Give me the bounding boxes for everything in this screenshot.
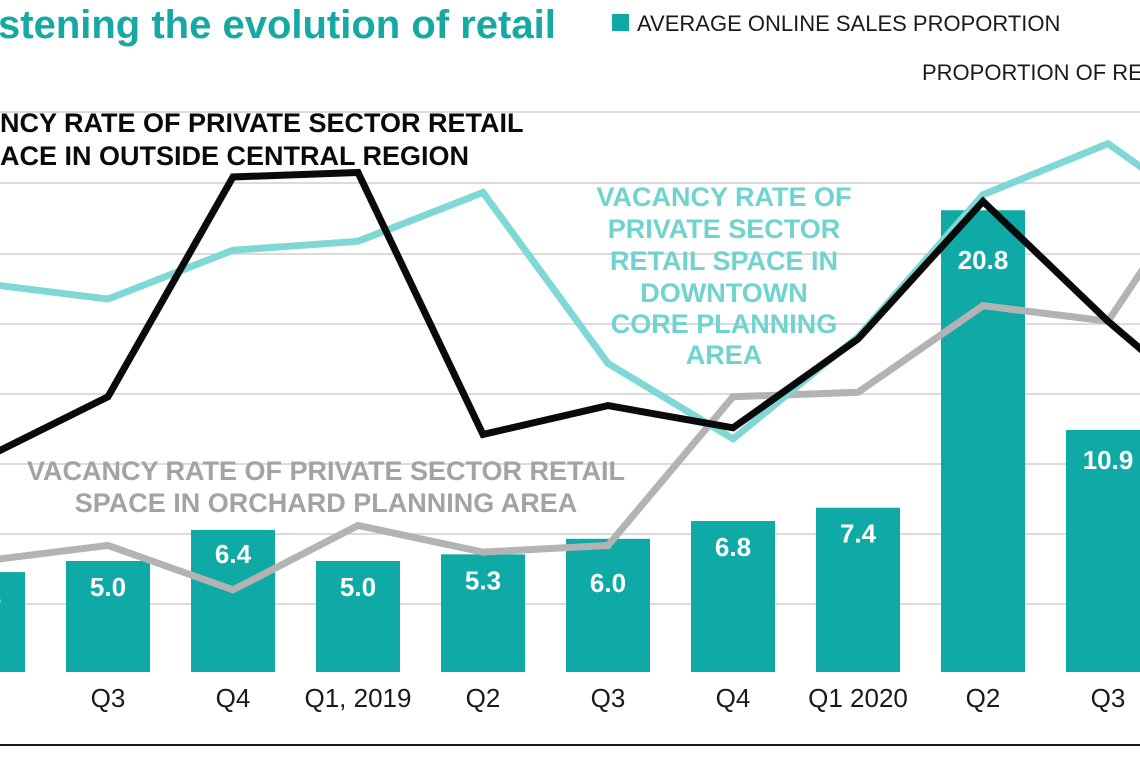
- line-downtown-core: [0, 139, 1140, 444]
- x-tick-label: Q4: [216, 683, 251, 713]
- annotation-orchard-line2: SPACE IN ORCHARD PLANNING AREA: [75, 488, 578, 518]
- x-tick-label: Q1 2020: [808, 683, 908, 713]
- annotation-outside-central-line1: NCY RATE OF PRIVATE SECTOR RETAIL: [0, 108, 524, 138]
- bar-value-label: 6.0: [590, 568, 626, 598]
- annotation-downtown-line6: AREA: [686, 340, 763, 370]
- lines: [0, 139, 1140, 594]
- line-outside-central: [0, 168, 1140, 455]
- annotation-downtown-line5: CORE PLANNING: [611, 309, 838, 339]
- x-tick-label: Q3: [591, 683, 626, 713]
- bar-value-label: 6.8: [715, 532, 751, 562]
- x-tick-label: Q3: [1091, 683, 1126, 713]
- annotation-downtown-line1: VACANCY RATE OF: [596, 182, 851, 212]
- bar-value-label: 10.9: [1083, 445, 1134, 475]
- bar: [1066, 430, 1140, 672]
- x-tick-label: Q3: [91, 683, 126, 713]
- x-tick-label: Q1, 2019: [305, 683, 412, 713]
- bar: [191, 529, 275, 672]
- bar: [691, 521, 775, 672]
- bar: [941, 210, 1025, 673]
- bar-value-label: 5.0: [340, 572, 376, 602]
- bars: 4.5 5.0 6.4 5.0 5.3 6.0 6.8 7.4 20.8 10.9: [0, 210, 1140, 673]
- bar-value-label: 6.4: [215, 539, 252, 569]
- legend-swatch-online-sales: [612, 14, 629, 31]
- x-tick-label: Q4: [716, 683, 751, 713]
- line-orchard: [0, 267, 1140, 594]
- bar: [66, 561, 150, 672]
- bar: [441, 554, 525, 672]
- bar: [0, 572, 25, 672]
- annotation-orchard-line1: VACANCY RATE OF PRIVATE SECTOR RETAIL: [27, 456, 625, 486]
- chart-title: stening the evolution of retail: [0, 3, 556, 47]
- annotation-downtown-line4: DOWNTOWN: [640, 278, 807, 308]
- bar: [816, 507, 900, 672]
- bar-value-label: 5.3: [465, 565, 501, 595]
- bar: [566, 538, 650, 672]
- bar-value-label: 7.4: [840, 519, 877, 549]
- bar-value-label: 4.5: [0, 583, 1, 613]
- x-tick-label: Q2: [966, 683, 1001, 713]
- x-axis-ticks: Q3 Q4 Q1, 2019 Q2 Q3 Q4 Q1 2020 Q2 Q3: [91, 683, 1126, 713]
- right-axis-caption: PROPORTION OF RETA: [922, 60, 1140, 85]
- x-tick-label: Q2: [466, 683, 501, 713]
- annotation-downtown-line2: PRIVATE SECTOR: [608, 214, 841, 244]
- bar-value-label: 5.0: [90, 572, 126, 602]
- bar-value-label: 20.8: [958, 245, 1009, 275]
- annotation-outside-central-line2: ACE IN OUTSIDE CENTRAL REGION: [0, 141, 469, 171]
- legend-label-online-sales: AVERAGE ONLINE SALES PROPORTION: [637, 11, 1060, 36]
- annotation-downtown-line3: RETAIL SPACE IN: [610, 246, 838, 276]
- bar: [316, 561, 400, 672]
